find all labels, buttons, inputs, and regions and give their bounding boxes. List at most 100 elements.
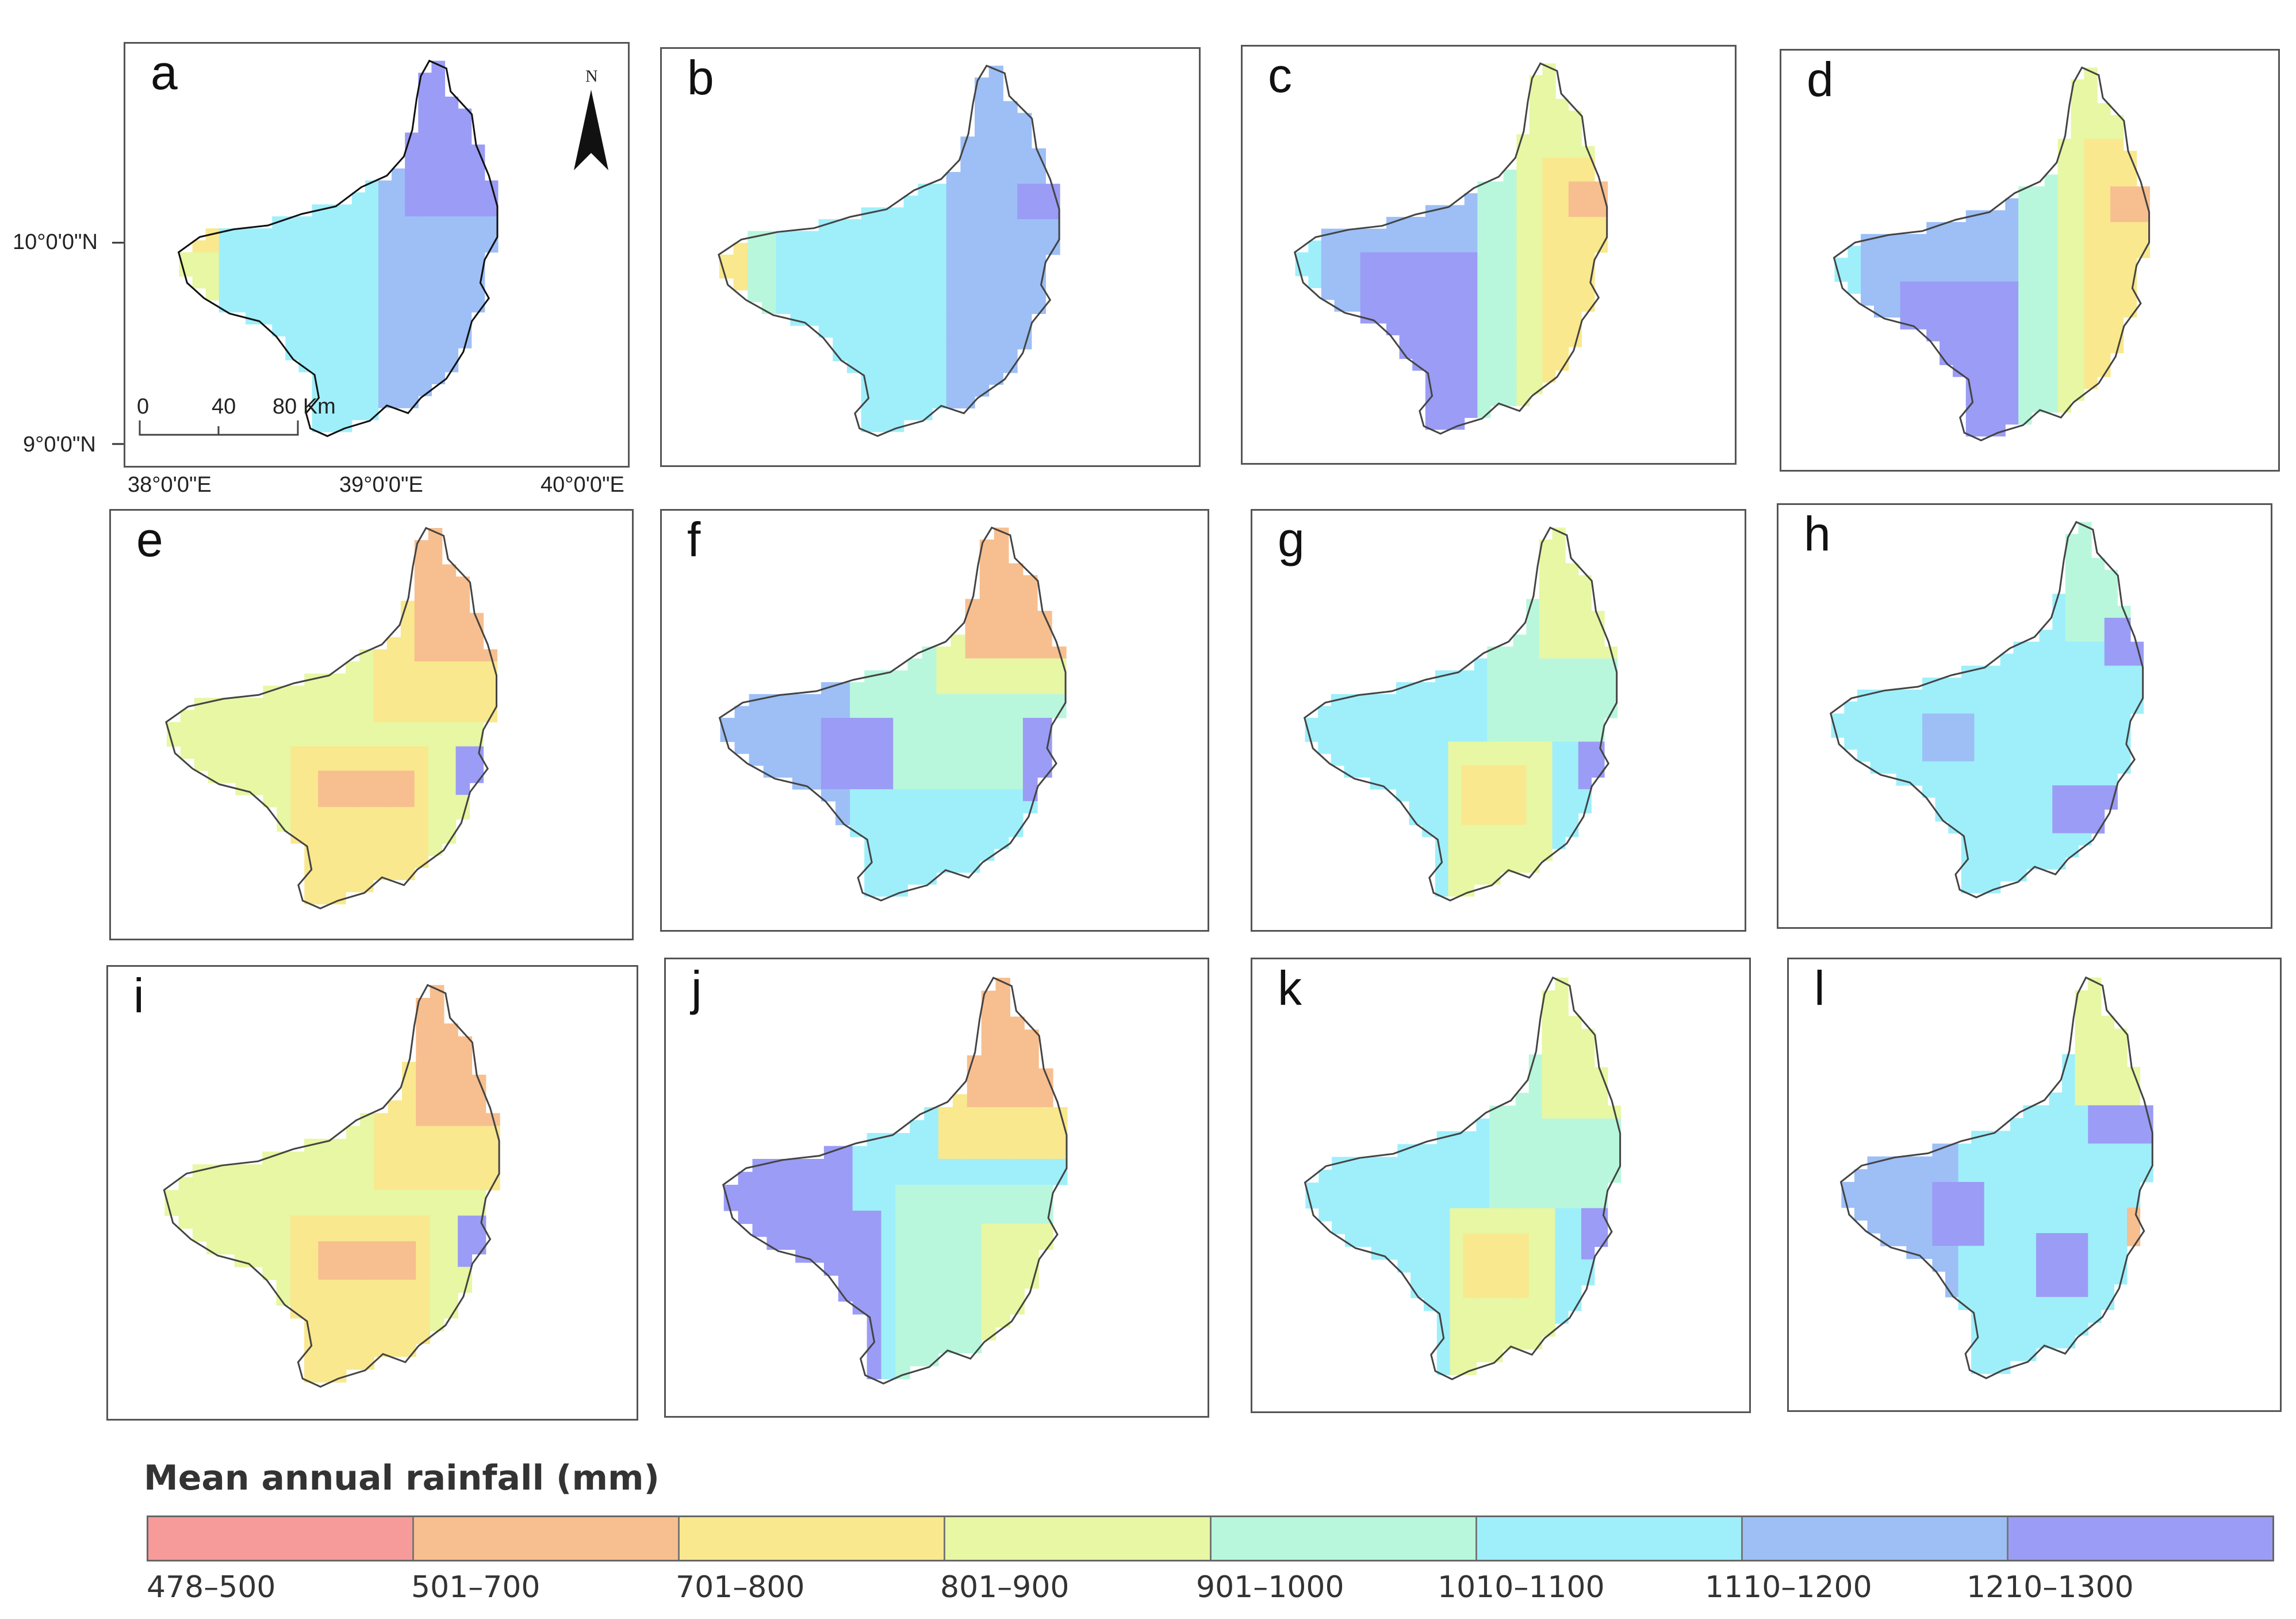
raster-cell <box>1409 789 1423 802</box>
raster-cell <box>1487 670 1501 683</box>
raster-cell <box>846 243 862 255</box>
raster-cell <box>180 734 195 747</box>
raster-cell <box>1017 136 1032 149</box>
raster-cell <box>1565 789 1579 802</box>
raster-cell <box>1568 158 1582 170</box>
raster-cell <box>2084 305 2098 318</box>
raster-cell <box>428 807 443 820</box>
raster-cell <box>1948 761 1962 774</box>
raster-cell <box>1932 1246 1946 1259</box>
raster-cell <box>895 1172 910 1185</box>
raster-cell <box>907 836 923 849</box>
raster-cell <box>431 264 446 277</box>
raster-cell <box>374 1228 389 1242</box>
raster-cell <box>2026 833 2040 846</box>
raster-cell <box>795 1211 810 1224</box>
raster-cell <box>1371 1157 1385 1170</box>
raster-cell <box>2114 1054 2128 1067</box>
raster-cell <box>1555 122 1569 135</box>
raster-cell <box>1489 1208 1503 1222</box>
raster-cell <box>1010 1223 1025 1237</box>
raster-cell <box>443 1062 458 1075</box>
raster-cell <box>2104 737 2118 750</box>
raster-cell <box>246 252 259 265</box>
raster-cell <box>1906 1156 1920 1170</box>
raster-cell <box>1900 281 1914 294</box>
raster-cell <box>810 1197 825 1211</box>
raster-cell <box>1568 146 1582 158</box>
raster-cell <box>1516 311 1530 324</box>
raster-cell <box>388 1266 403 1280</box>
raster-cell <box>2010 1246 2024 1259</box>
raster-cell <box>2023 1233 2037 1246</box>
raster-cell <box>2044 305 2059 318</box>
raster-cell <box>285 300 299 313</box>
raster-cell <box>1568 122 1582 135</box>
scale-label-0: 0 <box>137 395 150 419</box>
raster-cell <box>392 168 405 181</box>
raster-cell <box>864 682 879 695</box>
raster-cell <box>373 661 388 674</box>
raster-cell <box>2026 653 2040 666</box>
raster-cell <box>402 1215 416 1229</box>
raster-cell <box>979 718 995 730</box>
raster-cell <box>835 813 850 825</box>
raster-cell <box>960 243 975 255</box>
raster-cell <box>1516 382 1530 395</box>
raster-cell <box>2010 1233 2024 1246</box>
raster-cell <box>418 216 432 229</box>
raster-cell <box>2075 1246 2088 1259</box>
raster-cell <box>1360 288 1374 300</box>
raster-cell <box>1883 761 1897 774</box>
raster-cell <box>1997 1258 2011 1272</box>
raster-cell <box>903 266 918 279</box>
raster-cell <box>1965 281 1980 294</box>
raster-cell <box>1965 424 1980 437</box>
raster-cell <box>2052 809 2066 822</box>
raster-cell <box>285 348 299 361</box>
raster-cell <box>2036 1246 2050 1259</box>
raster-cell <box>378 336 392 349</box>
raster-cell <box>2023 1271 2037 1285</box>
raster-cell <box>346 855 360 868</box>
raster-cell <box>1489 1118 1503 1132</box>
raster-cell <box>1961 737 1975 750</box>
raster-cell <box>444 336 459 349</box>
raster-cell <box>1568 1118 1582 1132</box>
raster-cell <box>1397 1246 1411 1260</box>
raster-cell <box>1474 753 1488 766</box>
raster-cell <box>471 216 485 229</box>
raster-cell <box>1870 737 1884 750</box>
raster-cell <box>1953 234 1967 247</box>
raster-cell <box>365 396 379 408</box>
raster-cell <box>975 373 990 385</box>
raster-cell <box>1515 1259 1530 1273</box>
raster-cell <box>346 770 360 783</box>
raster-cell <box>1594 228 1608 241</box>
raster-cell <box>1490 205 1504 217</box>
raster-cell <box>1568 275 1582 288</box>
raster-cell <box>852 1275 868 1289</box>
raster-cell <box>1474 706 1488 718</box>
raster-cell <box>318 758 332 771</box>
raster-cell <box>967 1159 982 1173</box>
raster-cell <box>1516 335 1530 347</box>
raster-cell <box>318 867 332 881</box>
raster-cell <box>430 1292 444 1306</box>
raster-cell <box>400 613 415 626</box>
raster-cell <box>1503 193 1517 206</box>
raster-cell <box>405 288 419 301</box>
raster-cell <box>418 359 432 373</box>
raster-cell <box>2084 151 2098 163</box>
raster-cell <box>400 734 415 747</box>
raster-cell <box>248 1254 263 1268</box>
raster-cell <box>1513 706 1527 718</box>
raster-cell <box>895 1185 910 1199</box>
raster-cell <box>373 758 388 771</box>
rainfall-raster <box>166 528 497 905</box>
raster-cell <box>402 1087 416 1101</box>
raster-cell <box>1565 682 1579 695</box>
raster-cell <box>2110 222 2124 235</box>
raster-cell <box>402 1254 416 1268</box>
raster-cell <box>365 240 379 253</box>
